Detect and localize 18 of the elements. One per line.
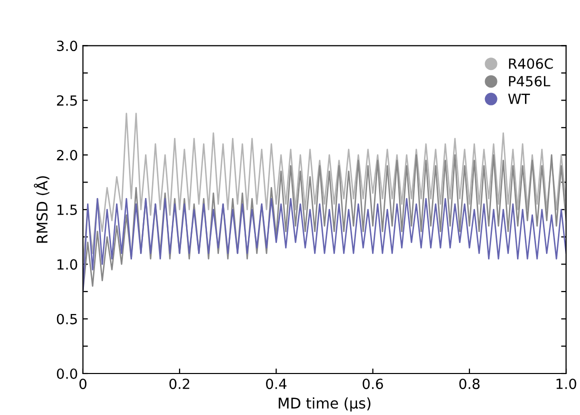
legend-label: WT [508, 94, 530, 104]
x-tick-label: 0.8 [459, 378, 480, 390]
x-tick-label: 0.2 [169, 378, 190, 390]
y-axis-title: RMSD (Å) [34, 176, 50, 243]
legend-label: R406C [509, 58, 553, 69]
y-tick-label: 0.0 [56, 368, 78, 379]
y-tick-label: 1.5 [58, 204, 77, 216]
x-tick-label: 0.6 [362, 378, 383, 390]
y-tick-label: 2.0 [57, 150, 78, 160]
x-tick-label: 0.4 [266, 378, 286, 390]
legend-label: P456L [509, 76, 550, 87]
x-tick-label: 0 [79, 378, 86, 390]
y-tick-label: 3.0 [57, 40, 78, 52]
y-tick-label: 0.5 [56, 314, 77, 324]
x-axis-title: MD time (µs) [278, 397, 370, 412]
y-tick-label: 1.0 [58, 259, 78, 270]
y-tick-label: 2.5 [57, 95, 77, 106]
x-tick-label: 1.0 [556, 378, 576, 390]
